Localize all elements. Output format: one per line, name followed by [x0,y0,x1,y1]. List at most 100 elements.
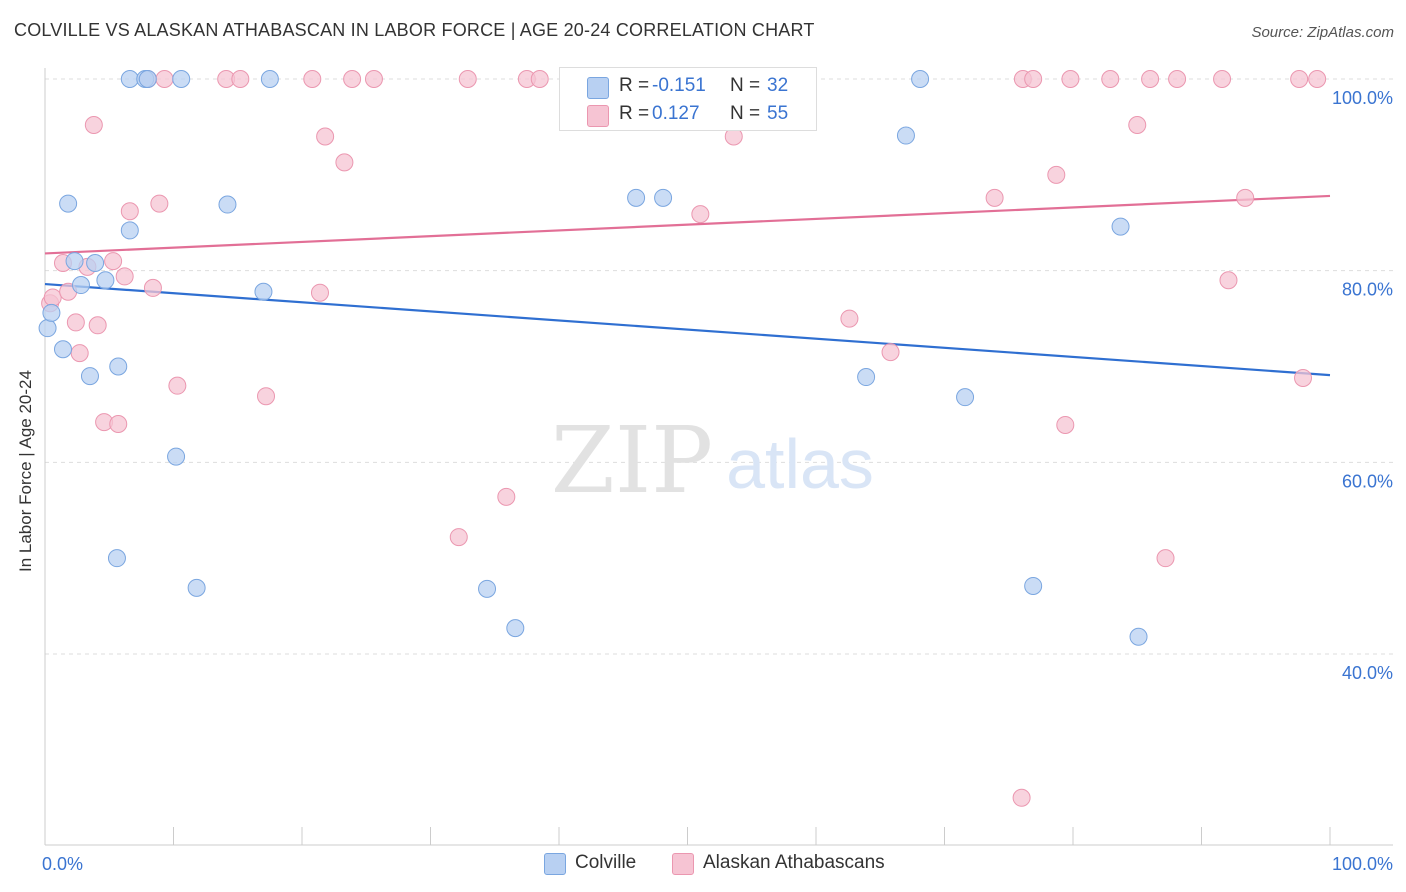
legend-row-colville: R = -0.151 N = 32 [560,73,816,101]
colville-point [138,70,157,88]
athabascan-point [1141,70,1160,88]
athabascan-point [84,116,103,134]
colville-point [1024,576,1043,595]
athabascan-point [257,387,276,406]
athabascan-point [1213,70,1232,88]
colville-point [86,254,105,272]
y-tick-label: 40.0% [1342,663,1393,683]
colville-point [857,368,876,387]
athabascan-point [143,278,162,297]
grid-lines [45,78,1393,655]
colville-point [80,367,99,386]
colville-point [654,188,673,207]
colville-point [956,388,975,407]
athabascan-point [1056,415,1075,434]
y-tick-label: 100.0% [1332,88,1393,108]
colville-point [896,126,915,145]
colville-point [71,276,90,295]
colville-point [172,70,191,88]
athabascan-point [150,194,169,213]
athabascan-point [303,70,322,88]
zipatlas-watermark: ZIP atlas [551,407,874,514]
colville-point [107,549,126,568]
colville-point [254,282,273,301]
colville-point [478,579,497,598]
athabascan-point [881,343,900,362]
colville-point [506,619,525,638]
axes [44,68,1393,846]
n-value: 32 [767,75,789,96]
athabascan-point [458,70,477,88]
athabascan-point [115,267,134,286]
athabascan-point [1290,70,1309,88]
colville-trend-line [44,282,1331,377]
colville-point [627,188,646,207]
athabascan-point [335,153,354,172]
athabascan-point [1024,70,1043,88]
legend-label-athabascans: Alaskan Athabascans [703,852,885,873]
source-label: Source: ZipAtlas.com [1251,24,1394,41]
athabascan-point [155,70,174,88]
athabascan-swatch [672,853,694,875]
athabascan-point [840,309,859,328]
athabascan-point [985,188,1004,207]
trend-lines [44,194,1331,377]
athabascan-point [310,283,329,302]
colville-point [120,221,139,240]
athabascan-point [66,313,85,332]
athabascan-point [231,70,250,88]
athabascan-point [1047,165,1066,184]
athabascan-point [691,205,710,224]
athabascan-point [120,202,139,221]
athabascan-point [1061,70,1080,88]
y-tick-label: 60.0% [1342,471,1393,491]
x-tick-label: 0.0% [42,854,83,874]
colville-point [96,271,115,290]
athabascan-point [1101,70,1120,88]
colville-point [218,195,237,214]
athabascan-point [104,252,123,271]
legend-label-colville: Colville [575,852,637,873]
r-value: 0.127 [652,103,700,124]
athabascan-point [109,415,128,433]
y-axis-label: In Labor Force | Age 20-24 [16,370,35,572]
colville-point [167,447,186,466]
athabascan-point [1308,70,1327,88]
r-label: R = [619,103,650,124]
colville-point [65,252,84,271]
colville-point [53,340,72,359]
colville-swatch [587,77,609,99]
colville-point [1111,217,1130,236]
colville-point [42,303,61,322]
athabascan-point [449,528,468,547]
colville-point [38,319,57,338]
athabascan-point [364,70,383,88]
athabascan-point [343,70,362,88]
athabascan-point [70,344,89,363]
n-label: N = [730,103,761,124]
athabascan-point [43,288,62,307]
athabascan-point [88,316,107,335]
colville-point [911,70,930,88]
athabascan-point [168,376,187,395]
colville-point [120,70,139,88]
athabascan-point [1156,549,1175,568]
athabascan-point [1128,116,1147,134]
r-value: -0.151 [652,75,706,96]
athabascan-point [1012,788,1031,807]
colville-point [109,357,128,376]
athabascan-point [1168,70,1187,88]
athabascan-point [1219,271,1238,290]
athabascan-point [1294,369,1313,387]
athabascan-point [1236,188,1255,207]
n-value: 55 [767,103,789,124]
athabascan-trend-line [44,194,1331,255]
colville-point [59,194,78,213]
colville-point [1129,627,1148,646]
x-tick-label: 100.0% [1332,854,1393,874]
stats-legend: R = -0.151 N = 32 R = 0.127 N = 55 [559,67,817,131]
tick-labels: 40.0% 60.0% 80.0% 100.0% 0.0% 100.0% [42,88,1393,874]
r-label: R = [619,75,650,96]
colville-swatch [544,853,566,875]
